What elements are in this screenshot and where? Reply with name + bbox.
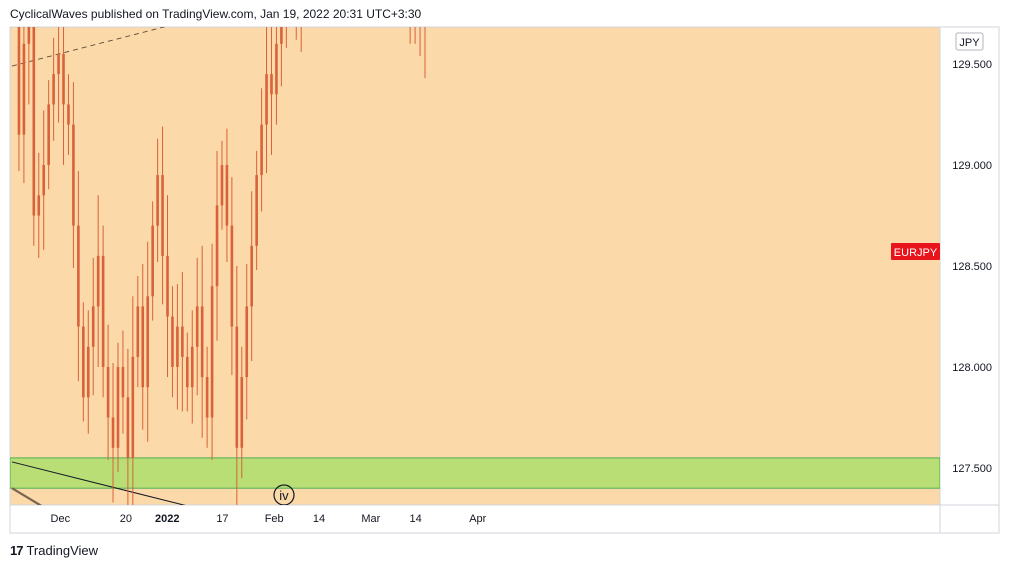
candle [77,171,80,382]
candle [161,126,164,305]
candle [22,27,26,184]
candle [220,140,224,230]
wave-label-text: iv [279,488,289,503]
brand-name: TradingView [26,543,99,558]
x-tick-label: 14 [313,513,325,525]
trendline-4[interactable] [11,487,147,568]
candle [166,195,169,378]
candle [205,346,209,448]
y-tick-label: 129.000 [952,160,992,172]
wave-projection-line[interactable] [212,0,367,14]
candle [111,362,115,503]
tradingview-logo-icon: 17 [10,543,24,558]
symbol-label: EURJPY [894,247,938,259]
candle [186,332,189,412]
candle [126,348,130,505]
candle [210,243,214,460]
candle [42,110,46,250]
trendline-3[interactable] [11,461,374,553]
candle [72,82,75,269]
x-tick-label: Mar [361,513,380,525]
time-axis-background [10,505,999,533]
x-tick-label: Feb [265,513,284,525]
candle [91,257,95,396]
candle [225,128,229,262]
candle [37,152,41,258]
candle [200,245,204,438]
candle [96,195,100,367]
candle [176,284,179,410]
candle [86,310,90,434]
candle [101,225,105,398]
candle [106,324,110,460]
symbol-price-badge [891,243,940,260]
candle [230,177,234,376]
trendline-2[interactable] [11,0,436,67]
candle [116,342,120,473]
candle [57,27,60,123]
candle [250,191,253,361]
candle [190,310,194,424]
candle [121,330,125,434]
candle [151,201,154,321]
candle [240,346,244,479]
plot-background [10,27,940,505]
publish-header: CyclicalWaves published on TradingView.c… [10,7,422,21]
candle [17,27,21,172]
candle [136,276,140,388]
candle [67,74,70,155]
candle [414,27,416,44]
candle [419,27,421,56]
chart-frame [9,26,1000,534]
candle [52,37,55,141]
candle [424,27,426,79]
support-zone[interactable] [10,457,940,489]
y-tick-label: 127.500 [952,463,992,475]
candle [146,241,149,442]
candle [280,27,283,87]
candle [270,27,273,155]
candle [32,27,36,246]
y-tick-label: 128.500 [952,261,992,273]
candle [260,88,263,212]
currency-box[interactable] [955,32,984,51]
candle [141,263,145,430]
y-tick-label: 128.000 [952,362,992,374]
x-tick-label: 17 [216,513,228,525]
candle [265,27,268,174]
brand[interactable]: 17 TradingView [10,543,98,558]
candle [255,150,258,271]
candle [47,80,50,190]
candle [131,296,135,505]
x-tick-label: 14 [410,513,422,525]
x-tick-label: Apr [469,513,486,525]
candle [62,27,65,165]
candle [181,272,184,412]
candle [215,150,219,341]
candle [27,27,31,105]
x-tick-label: 20 [120,513,132,525]
candle [82,302,85,422]
currency-label: JPY [959,37,980,49]
candle [275,27,278,125]
candle [171,286,174,398]
candle [195,257,199,396]
y-tick-label: 129.500 [952,59,992,71]
x-tick-label: Dec [51,513,71,525]
candle [235,266,239,505]
price-axis-background [940,27,999,505]
wave-label-iv: iv [273,484,295,505]
candle [245,263,249,420]
x-tick-label: 2022 [155,513,179,525]
candle [156,138,159,262]
